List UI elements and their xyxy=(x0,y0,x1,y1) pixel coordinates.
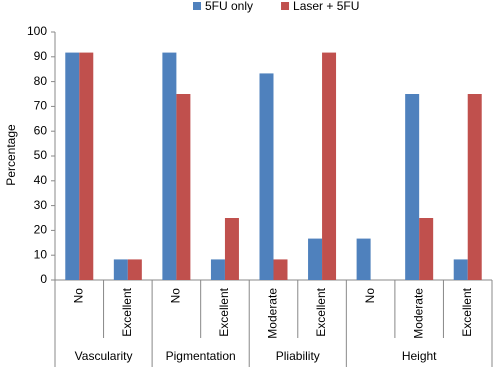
y-tick-label: 0 xyxy=(40,272,47,286)
y-tick-label: 70 xyxy=(34,99,48,113)
group-label: Vascularity xyxy=(75,349,133,363)
bar xyxy=(210,259,225,280)
bar xyxy=(419,218,434,280)
bar xyxy=(162,52,177,280)
y-tick-label: 30 xyxy=(34,198,48,212)
bar xyxy=(356,238,371,280)
bar xyxy=(308,238,323,280)
y-tick-label: 50 xyxy=(34,148,48,162)
group-label: Height xyxy=(402,349,437,363)
y-tick-label: 100 xyxy=(27,24,47,38)
bar xyxy=(322,52,337,280)
x-tick-label: Excellent xyxy=(120,287,134,336)
bar xyxy=(453,259,468,280)
legend-label: Laser + 5FU xyxy=(293,0,359,13)
bar xyxy=(113,259,128,280)
x-tick-label: Excellent xyxy=(314,287,328,336)
bar xyxy=(405,94,420,280)
x-tick-label: No xyxy=(363,288,377,304)
group-label: Pliability xyxy=(276,349,320,363)
x-tick-label: Excellent xyxy=(217,287,231,336)
bar xyxy=(259,73,274,280)
y-tick-label: 20 xyxy=(34,223,48,237)
legend-swatch xyxy=(193,2,201,10)
x-tick-label: Moderate xyxy=(411,288,425,339)
group-label: Pigmentation xyxy=(166,349,236,363)
bar xyxy=(176,94,191,280)
bar xyxy=(127,259,142,280)
x-tick-label: No xyxy=(169,288,183,304)
bar xyxy=(79,52,94,280)
bar xyxy=(65,52,80,280)
legend-swatch xyxy=(281,2,290,10)
x-tick-label: No xyxy=(71,288,85,304)
x-tick-label: Excellent xyxy=(460,287,474,336)
y-tick-label: 90 xyxy=(34,49,48,63)
y-tick-label: 10 xyxy=(34,247,48,261)
x-tick-label: Moderate xyxy=(266,288,280,339)
y-tick-label: 40 xyxy=(34,173,48,187)
y-tick-label: 60 xyxy=(34,123,48,137)
bar xyxy=(273,259,288,280)
y-tick-label: 80 xyxy=(34,74,48,88)
legend-label: 5FU only xyxy=(205,0,253,13)
bar xyxy=(467,94,482,280)
bar xyxy=(224,218,239,280)
y-axis-label: Percentage xyxy=(4,124,18,186)
